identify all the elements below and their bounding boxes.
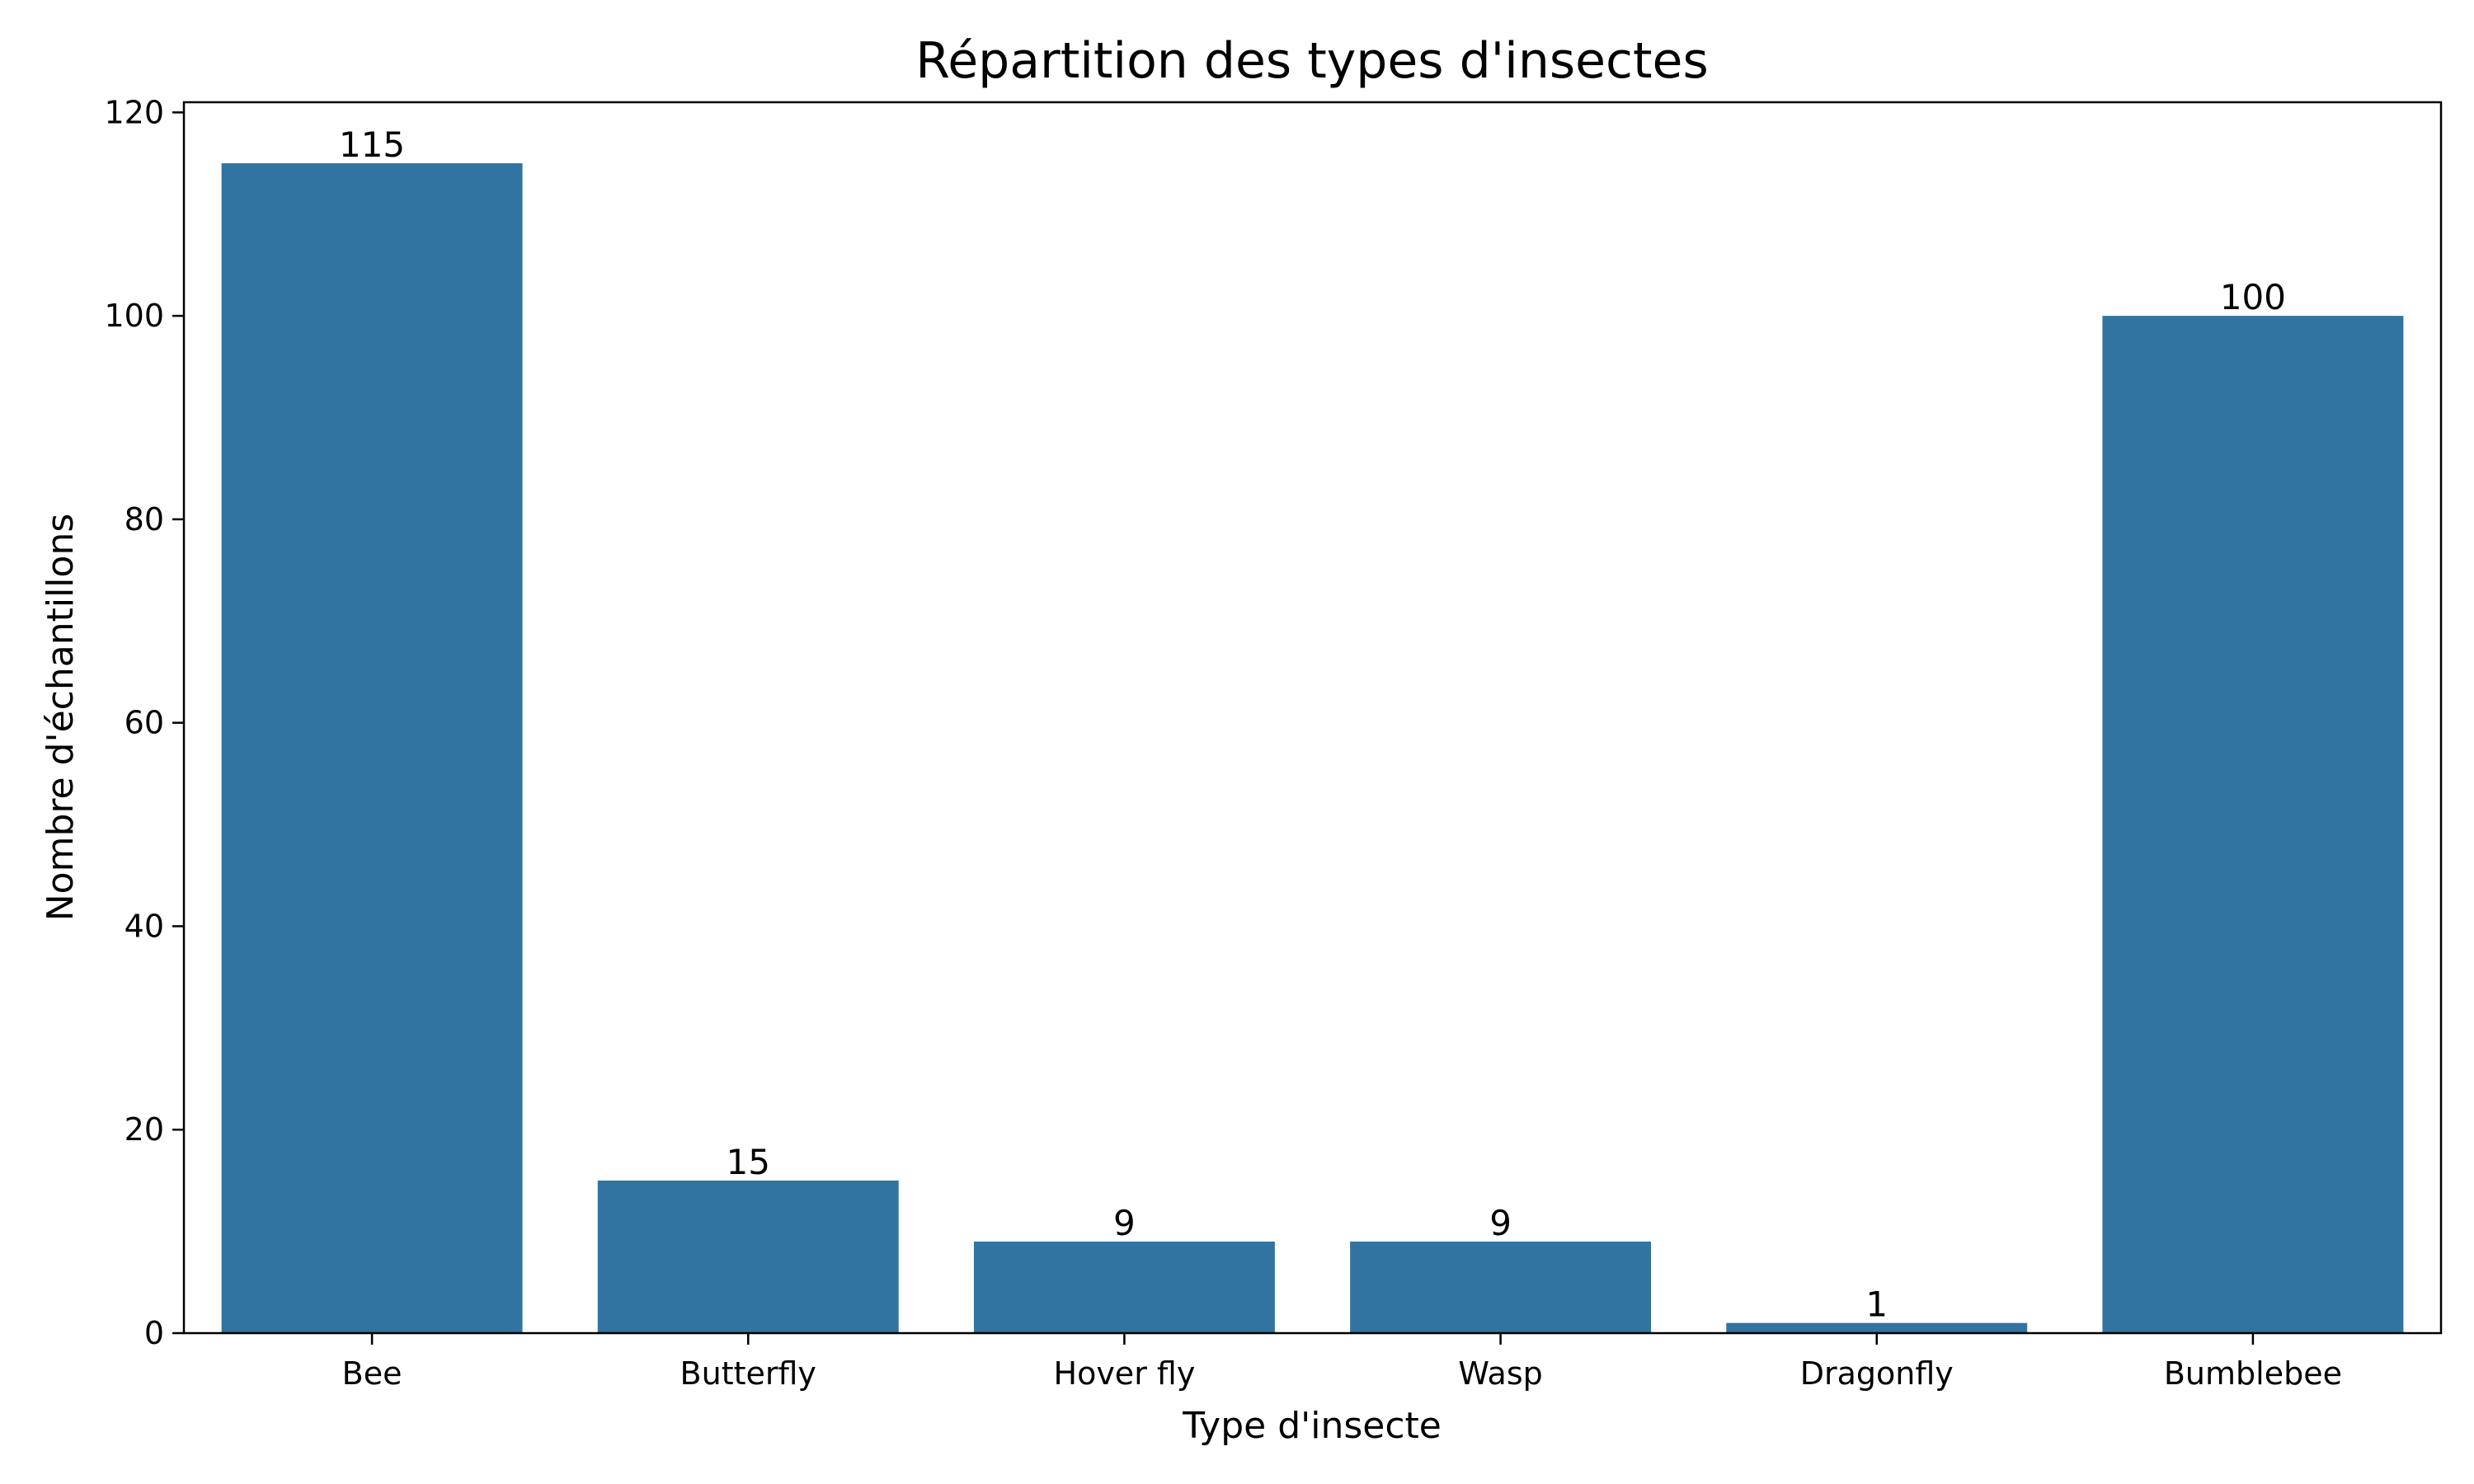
x-tick-label: Bumblebee	[2164, 1355, 2342, 1392]
y-tick-label: 120	[104, 94, 164, 130]
bar-dragonfly	[1726, 1322, 2028, 1333]
data-label: 1	[1865, 1284, 1888, 1325]
bars-group	[221, 163, 2404, 1333]
y-tick-label: 40	[125, 908, 164, 944]
y-axis-ticks: 0 20 40 60 80 100 120	[104, 94, 184, 1351]
data-label: 9	[1489, 1203, 1512, 1243]
data-label: 15	[727, 1142, 770, 1182]
y-tick-label: 20	[125, 1111, 164, 1148]
data-label: 115	[339, 124, 405, 165]
y-tick-label: 100	[104, 298, 164, 334]
x-axis-ticks: Bee Butterfly Hover fly Wasp Dragonfly Bumble…	[342, 1333, 2342, 1392]
bar-wasp	[1350, 1241, 1652, 1333]
plot-frame	[182, 101, 2443, 1335]
data-labels-group: 115 15 9 9 1 100	[339, 124, 2286, 1325]
bar-bumblebee	[2102, 316, 2404, 1333]
x-tick-label: Dragonfly	[1800, 1355, 1954, 1392]
x-tick-label: Butterfly	[680, 1355, 816, 1392]
bar-hover-fly	[973, 1241, 1275, 1333]
bar-bee	[221, 163, 523, 1333]
data-label: 100	[2220, 277, 2286, 317]
y-tick-label: 0	[144, 1315, 164, 1351]
x-tick-label: Bee	[342, 1355, 402, 1392]
x-tick-label: Wasp	[1458, 1355, 1542, 1392]
y-tick-label: 80	[125, 501, 164, 538]
x-axis-label: Type d'insecte	[1182, 1405, 1442, 1447]
bar-butterfly	[597, 1180, 899, 1333]
data-label: 9	[1113, 1203, 1136, 1243]
x-tick-label: Hover fly	[1054, 1355, 1196, 1392]
y-tick-label: 60	[125, 705, 164, 741]
chart-title: Répartition des types d'insectes	[915, 32, 1708, 90]
y-axis-label: Nombre d'échantillons	[40, 514, 82, 921]
